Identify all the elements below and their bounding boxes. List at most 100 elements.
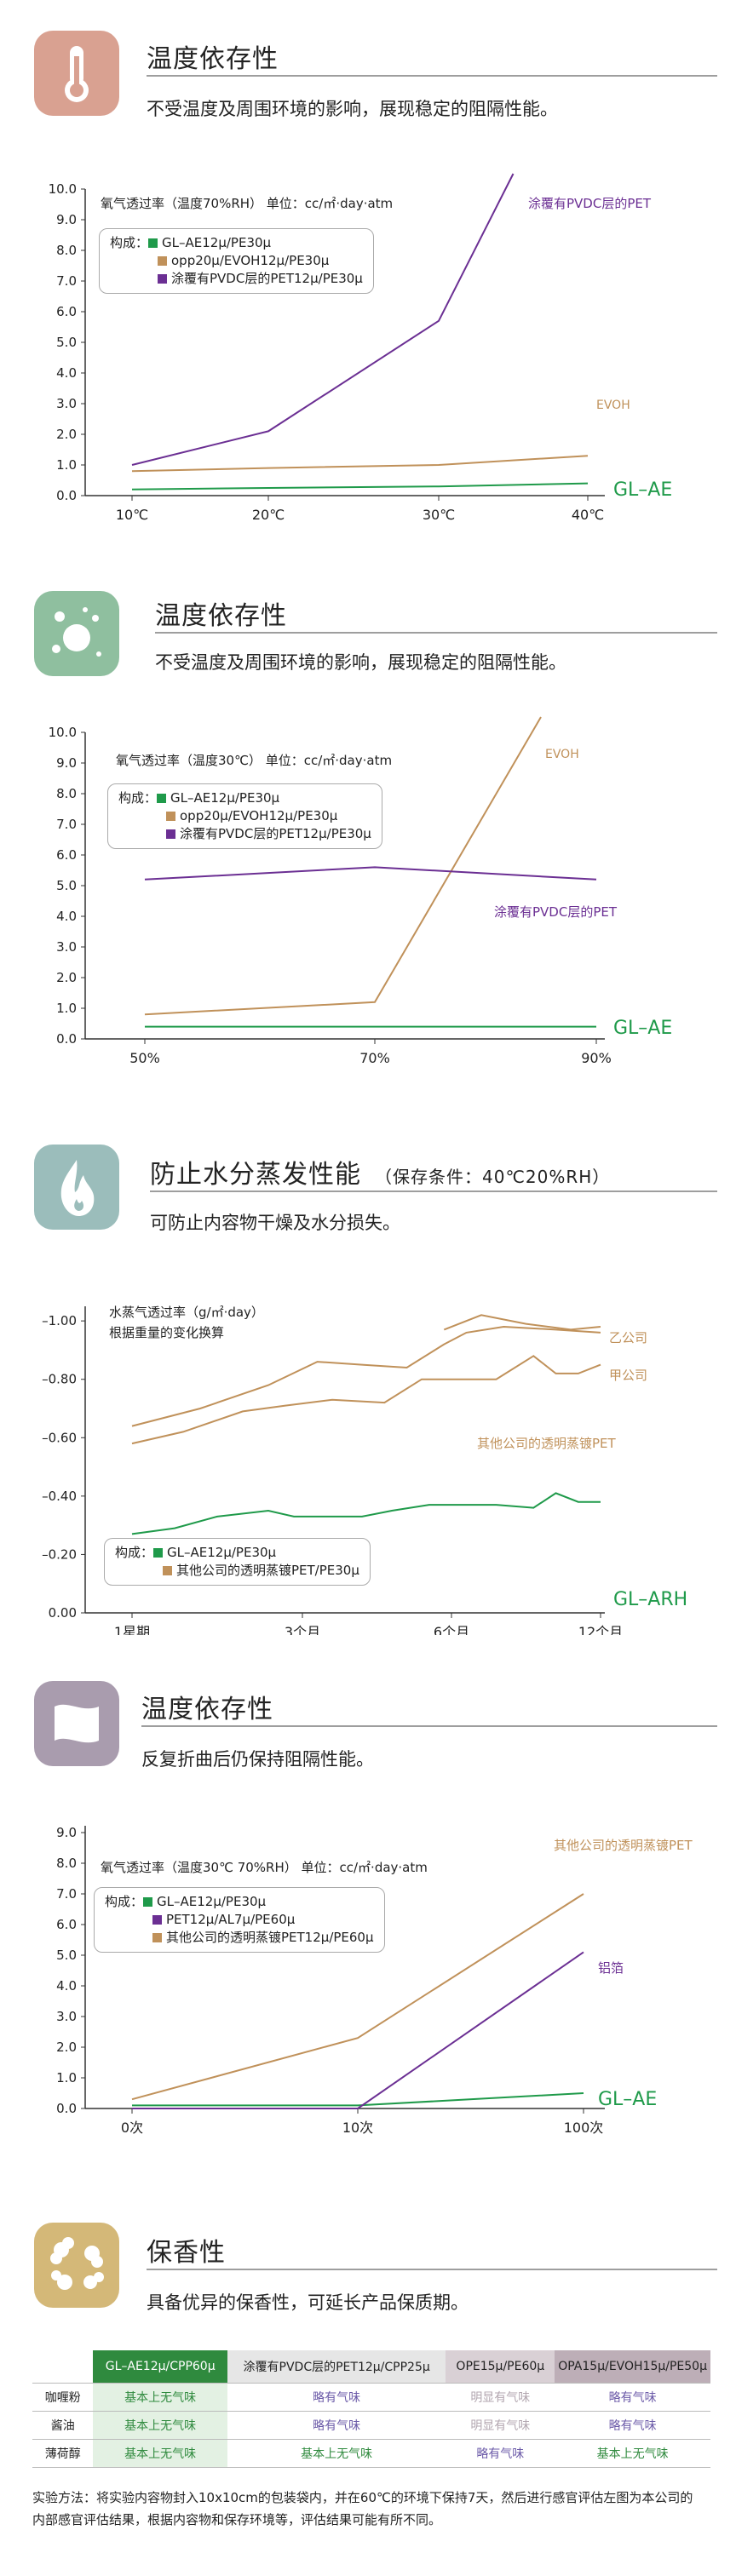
- x-tick-label: 90%: [581, 1050, 612, 1066]
- x-tick-label: 40℃: [572, 507, 604, 523]
- aroma-header-row: GL–AE12μ/CPP60μ 涂覆有PVDC层的PET12μ/CPP25μ O…: [32, 2350, 710, 2384]
- storage-condition: （保存条件：40℃20%RH）: [375, 1167, 611, 1187]
- y-tick-label: –0.20: [42, 1546, 77, 1562]
- series-label: 乙公司: [609, 1330, 647, 1345]
- y-tick-label: 6.0: [56, 1917, 77, 1932]
- series-label: 涂覆有PVDC层的PET: [494, 904, 618, 920]
- legend-item: GL–AE12μ/PE30μ: [162, 235, 272, 250]
- section-subtitle: 不受温度及周围环境的影响，展现稳定的阻隔性能。: [147, 99, 558, 119]
- y-tick-label: 8.0: [56, 786, 77, 801]
- series-line: [131, 173, 515, 466]
- series-line: [131, 1492, 601, 1535]
- x-tick-label: 70%: [359, 1050, 390, 1066]
- aroma-cell: 略有气味: [555, 2383, 710, 2412]
- series-label: GL–AE: [613, 1018, 672, 1039]
- y-tick-label: 3.0: [56, 939, 77, 955]
- legend-title: 构成：: [105, 1894, 144, 1909]
- legend-item: opp20μ/EVOH12μ/PE30μ: [180, 808, 338, 823]
- section-moisture: 防止水分蒸发性能 （保存条件：40℃20%RH） 可防止内容物干燥及水分损失。 0…: [0, 1107, 736, 1652]
- y-tick-label: 7.0: [56, 1886, 77, 1902]
- section-title: 温度依存性: [141, 1695, 273, 1724]
- y-tick-label: 5.0: [56, 335, 77, 350]
- series-line: [131, 1355, 601, 1445]
- series-label: 其他公司的透明蒸镀PET: [554, 1838, 693, 1853]
- flower-icon: [50, 2237, 104, 2290]
- legend-swatch-brown: [166, 812, 175, 821]
- legend-swatch-purple: [152, 1915, 162, 1925]
- series-label: GL–AE: [613, 479, 672, 501]
- series-label: GL–ARH: [613, 1589, 687, 1610]
- series-label: 涂覆有PVDC层的PET: [528, 196, 652, 211]
- bubbles-icon: [52, 607, 101, 657]
- y-tick-label: 0.00: [49, 1605, 77, 1621]
- legend-title: 构成：: [115, 1545, 154, 1560]
- legend-swatch-brown: [152, 1933, 162, 1942]
- thermometer-icon-box: [34, 31, 119, 116]
- y-tick-label: 4.0: [56, 1978, 77, 1994]
- aroma-row: 酱油 基本上无气味 略有气味 明显有气味 略有气味: [32, 2411, 710, 2440]
- y-tick-label: 9.0: [56, 212, 77, 227]
- y-tick-label: 5.0: [56, 878, 77, 893]
- y-tick-label: 10.0: [49, 181, 77, 197]
- x-tick-label: 0次: [121, 2120, 143, 2136]
- title-divider: [141, 1725, 717, 1727]
- y-tick-label: 10.0: [49, 725, 77, 740]
- aroma-cell: 略有气味: [227, 2383, 446, 2412]
- series-label: 甲公司: [609, 1368, 647, 1383]
- y-tick-label: –0.60: [42, 1430, 77, 1445]
- aroma-cell: 基本上无气味: [227, 2439, 446, 2468]
- aroma-cell: 略有气味: [446, 2439, 555, 2468]
- flag-icon-box: [34, 1681, 119, 1766]
- section-title: 温度依存性: [155, 601, 287, 631]
- legend-item: GL–AE12μ/PE30μ: [170, 790, 280, 806]
- chart-caption: 氧气透过率（温度30℃ 70%RH） 单位：cc/㎡·day·atm: [101, 1860, 428, 1875]
- aroma-header: 涂覆有PVDC层的PET12μ/CPP25μ: [227, 2350, 446, 2384]
- series-label: EVOH: [596, 399, 630, 412]
- legend-swatch-brown: [158, 256, 167, 266]
- thermometer-icon: [65, 46, 89, 102]
- chart-caption: 氧气透过率（温度70%RH） 单位：cc/㎡·day·atm: [101, 196, 394, 211]
- section-temperature-2: 温度依存性 不受温度及周围环境的影响，展现稳定的阻隔性能。 0.0 1.0 2.0 3…: [0, 554, 736, 1107]
- section-subtitle: 可防止内容物干燥及水分损失。: [150, 1213, 400, 1233]
- flex-crack-chart: 0.0 1.0 2.0 3.0 4.0 5.0 6.0 7.0 8.0 9.0 0次 10次 100次 G…: [56, 1825, 693, 2136]
- legend-item: GL–AE12μ/PE30μ: [167, 1545, 277, 1560]
- legend-item: 其他公司的透明蒸镀PET12μ/PE60μ: [166, 1930, 374, 1945]
- flower-icon-box: [34, 2223, 119, 2308]
- oxygen-temperature-chart: 0.0 1.0 2.0 3.0 4.0 5.0 6.0 7.0 8.0 9.0 10.0 10℃ 20℃…: [49, 173, 672, 523]
- chart-caption-2: 根据重量的变化换算: [109, 1325, 225, 1340]
- aroma-row: 薄荷醇 基本上无气味 基本上无气味 略有气味 基本上无气味: [32, 2439, 710, 2468]
- aroma-row-label: 咖喱粉: [32, 2383, 94, 2412]
- aroma-cell: 明显有气味: [446, 2383, 555, 2412]
- section-subtitle: 具备优异的保香性，可延长产品保质期。: [147, 2292, 469, 2313]
- aroma-cell: 略有气味: [227, 2411, 446, 2440]
- legend-swatch-brown: [163, 1566, 172, 1575]
- legend-swatch-green: [153, 1548, 164, 1558]
- y-tick-label: 0.0: [56, 2101, 77, 2116]
- chart-caption: 氧气透过率（温度30℃） 单位：cc/㎡·day·atm: [116, 753, 393, 768]
- section-temperature-1: 温度依存性 不受温度及周围环境的影响，展现稳定的阻隔性能。 0.0 1.0 2.0 3…: [0, 0, 736, 554]
- y-tick-label: 4.0: [56, 365, 77, 381]
- aroma-table: GL–AE12μ/CPP60μ 涂覆有PVDC层的PET12μ/CPP25μ O…: [32, 2350, 710, 2468]
- series-label: GL–AE: [598, 2089, 657, 2110]
- aroma-row: 咖喱粉 基本上无气味 略有气味 明显有气味 略有气味: [32, 2383, 710, 2412]
- series-label: EVOH: [545, 748, 579, 761]
- legend-item: opp20μ/EVOH12μ/PE30μ: [171, 253, 330, 268]
- chart-legend: 构成： GL–AE12μ/PE30μ opp20μ/EVOH12μ/PE30μ 涂…: [107, 783, 382, 849]
- flame-icon-box: [34, 1145, 119, 1230]
- legend-item: 其他公司的透明蒸镀PET/PE30μ: [176, 1563, 359, 1578]
- title-divider: [147, 2269, 717, 2270]
- aroma-cell: 基本上无气味: [93, 2439, 227, 2468]
- chart-legend: 构成： GL–AE12μ/PE30μ 其他公司的透明蒸镀PET/PE30μ: [104, 1538, 371, 1586]
- title-divider: [150, 1190, 717, 1192]
- legend-swatch-green: [157, 794, 167, 803]
- y-tick-label: 7.0: [56, 817, 77, 832]
- experiment-footnote: 实验方法：将实验内容物封入10x10cm的包装袋内，并在60℃的环境下保持7天，…: [32, 2490, 693, 2527]
- y-tick-label: 5.0: [56, 1948, 77, 1963]
- flame-icon: [60, 1160, 95, 1216]
- x-tick-label: 3个月: [285, 1624, 320, 1635]
- section-title: 防止水分蒸发性能 （保存条件：40℃20%RH）: [150, 1153, 610, 1190]
- aroma-row-label: 薄荷醇: [32, 2439, 94, 2468]
- y-tick-label: 6.0: [56, 847, 77, 863]
- y-tick-label: –0.40: [42, 1489, 77, 1504]
- aroma-row-label-header: [32, 2350, 94, 2384]
